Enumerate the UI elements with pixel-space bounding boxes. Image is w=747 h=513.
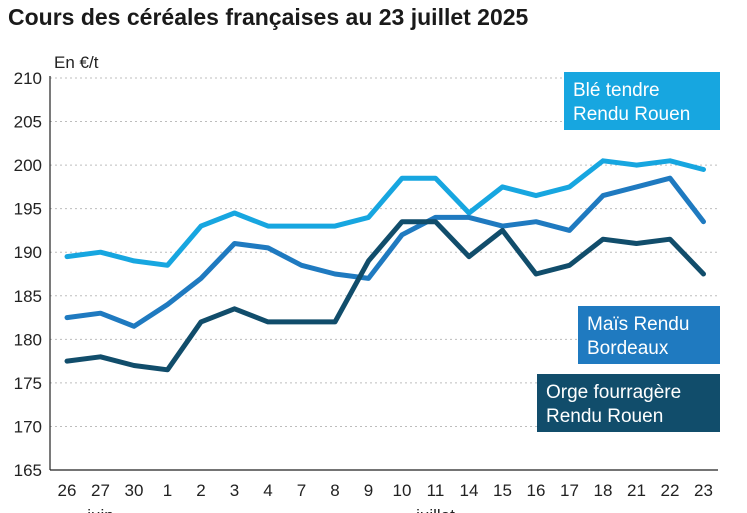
x-tick-label: 3 — [230, 481, 239, 500]
series-label-text: Orge fourragère — [546, 382, 681, 403]
series-label-text: Maïs Rendu — [587, 314, 689, 335]
y-tick-label: 190 — [14, 243, 42, 262]
series-line — [64, 158, 706, 268]
x-tick-label: 1 — [163, 481, 172, 500]
chart-title: Cours des céréales françaises au 23 juil… — [8, 4, 529, 30]
x-tick-label: 10 — [393, 481, 412, 500]
y-tick-label: 175 — [14, 374, 42, 393]
y-tick-label: 210 — [14, 69, 42, 88]
x-month-label: juillet — [415, 506, 455, 513]
series-label-text: Bordeaux — [587, 338, 669, 359]
series-label-box — [537, 374, 720, 432]
y-tick-label: 170 — [14, 417, 42, 436]
y-tick-label: 205 — [14, 113, 42, 132]
series-label-text: Rendu Rouen — [546, 406, 663, 427]
x-tick-label: 22 — [661, 481, 680, 500]
x-tick-label: 18 — [594, 481, 613, 500]
y-tick-label: 200 — [14, 156, 42, 175]
x-tick-label: 15 — [493, 481, 512, 500]
series-label-box — [564, 72, 720, 130]
y-tick-label: 185 — [14, 287, 42, 306]
series-labels: Blé tendre Rendu Rouen Maïs Rendu Bordeaux O… — [537, 72, 720, 432]
x-tick-label: 14 — [460, 481, 479, 500]
series-lines — [64, 158, 706, 373]
y-tick-label: 165 — [14, 461, 42, 480]
series-line — [64, 219, 706, 373]
x-tick-label: 17 — [560, 481, 579, 500]
series-label-box — [578, 306, 720, 364]
x-tick-label: 30 — [125, 481, 144, 500]
series-label-text: Blé tendre — [573, 80, 660, 101]
y-axis-unit-label: En €/t — [54, 53, 99, 72]
x-tick-label: 16 — [527, 481, 546, 500]
y-tick-label: 180 — [14, 330, 42, 349]
x-tick-label: 21 — [627, 481, 646, 500]
x-tick-label: 11 — [427, 481, 445, 500]
series-label-text: Rendu Rouen — [573, 104, 690, 125]
x-tick-label: 2 — [196, 481, 205, 500]
y-axis: En €/t 210 205 200 195 190 185 180 175 170 165 — [14, 53, 99, 480]
x-axis: 262730123478910111415161718212223juinjui… — [50, 469, 718, 513]
x-tick-label: 9 — [364, 481, 373, 500]
x-tick-label: 27 — [91, 481, 110, 500]
x-tick-label: 7 — [297, 481, 306, 500]
x-tick-label: 26 — [58, 481, 77, 500]
x-tick-label: 8 — [330, 481, 339, 500]
y-tick-label: 195 — [14, 200, 42, 219]
x-tick-label: 4 — [263, 481, 272, 500]
x-month-label: juin — [86, 506, 113, 513]
x-tick-label: 23 — [694, 481, 713, 500]
series-line — [64, 175, 706, 329]
